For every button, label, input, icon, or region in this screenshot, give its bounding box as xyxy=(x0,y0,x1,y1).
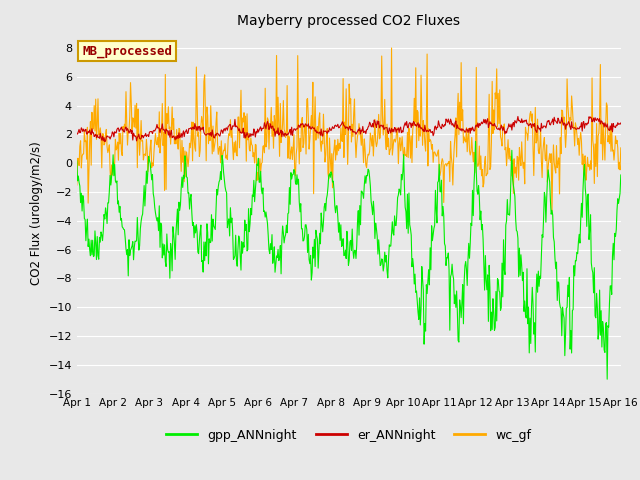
gpp_ANNnight xyxy=(139,211,147,217)
er_ANNnight xyxy=(140,135,147,141)
wc_gf xyxy=(223,152,230,158)
gpp_ANNnight xyxy=(73,158,81,164)
wc_gf xyxy=(139,138,147,144)
Y-axis label: CO2 Flux (urology/m2/s): CO2 Flux (urology/m2/s) xyxy=(30,142,43,286)
gpp_ANNnight xyxy=(83,225,90,231)
wc_gf xyxy=(388,45,396,51)
wc_gf xyxy=(83,156,90,162)
gpp_ANNnight xyxy=(223,190,230,196)
Line: wc_gf: wc_gf xyxy=(77,48,621,213)
wc_gf xyxy=(416,121,424,127)
er_ANNnight xyxy=(83,131,90,137)
wc_gf xyxy=(548,210,556,216)
er_ANNnight xyxy=(617,120,625,126)
er_ANNnight xyxy=(195,124,202,130)
gpp_ANNnight xyxy=(617,172,625,178)
Line: er_ANNnight: er_ANNnight xyxy=(77,117,621,142)
er_ANNnight xyxy=(101,139,109,144)
wc_gf xyxy=(431,151,439,156)
er_ANNnight xyxy=(514,114,522,120)
wc_gf xyxy=(194,133,202,139)
er_ANNnight xyxy=(223,127,231,133)
wc_gf xyxy=(617,145,625,151)
er_ANNnight xyxy=(431,123,439,129)
wc_gf xyxy=(73,182,81,188)
gpp_ANNnight xyxy=(431,222,438,228)
gpp_ANNnight xyxy=(472,138,479,144)
gpp_ANNnight xyxy=(194,249,202,255)
gpp_ANNnight xyxy=(415,317,422,323)
Legend: gpp_ANNnight, er_ANNnight, wc_gf: gpp_ANNnight, er_ANNnight, wc_gf xyxy=(161,424,536,447)
er_ANNnight xyxy=(73,131,81,136)
Line: gpp_ANNnight: gpp_ANNnight xyxy=(77,141,621,379)
er_ANNnight xyxy=(416,122,424,128)
Title: Mayberry processed CO2 Fluxes: Mayberry processed CO2 Fluxes xyxy=(237,14,460,28)
gpp_ANNnight xyxy=(604,376,611,382)
Text: MB_processed: MB_processed xyxy=(82,44,172,58)
